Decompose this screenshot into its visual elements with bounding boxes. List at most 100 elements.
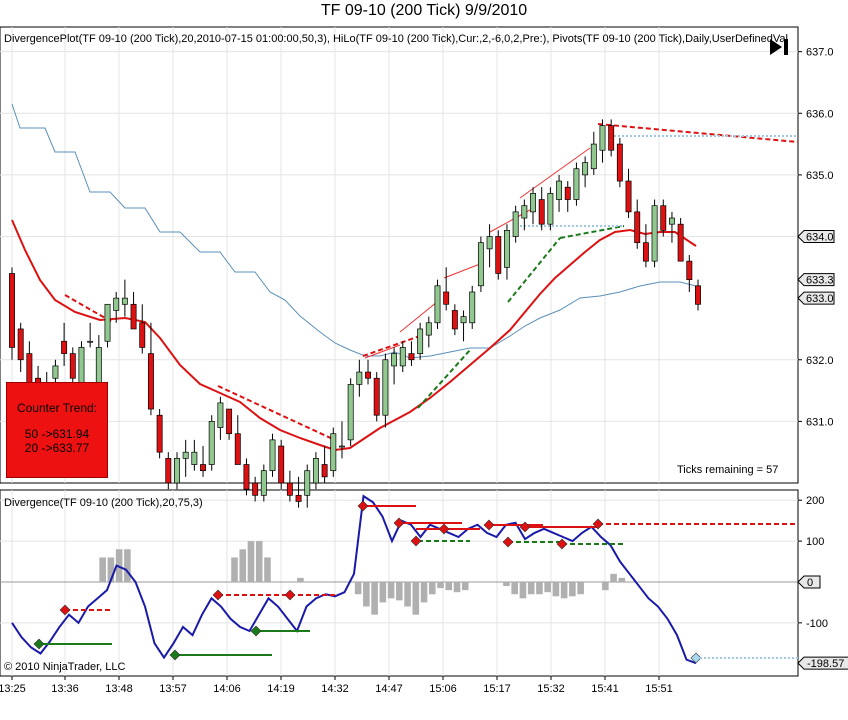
candle-body — [382, 359, 389, 416]
candle-body — [286, 482, 293, 496]
time-tick-label: 13:25 — [0, 683, 26, 695]
candle-body — [530, 193, 536, 213]
candle-body — [451, 310, 458, 330]
candle-body — [278, 445, 285, 484]
histogram-bar — [602, 581, 609, 591]
histogram-bar — [115, 549, 123, 582]
candle-body — [547, 193, 554, 225]
candle-body — [113, 297, 120, 311]
histogram-bar — [569, 581, 576, 597]
candle-body — [677, 223, 684, 262]
trend-line — [364, 344, 401, 359]
price-marker-label: 633.3 — [806, 275, 834, 287]
bearish-divergence-marker — [502, 536, 514, 548]
divergence-grid — [0, 499, 798, 624]
candle-body — [304, 470, 311, 496]
histogram-bar — [437, 581, 444, 589]
candle-body — [52, 365, 59, 379]
histogram-bar — [255, 541, 263, 582]
candle-body — [217, 402, 224, 428]
candle-body — [512, 211, 519, 237]
candle-body — [165, 458, 172, 484]
histogram-bar — [552, 581, 560, 597]
candle-body — [556, 180, 563, 200]
histogram-bar — [371, 581, 378, 615]
candle-body — [174, 458, 180, 484]
divergence-dashed-line — [507, 237, 561, 303]
candle-body — [365, 371, 371, 379]
time-tick-label: 15:41 — [591, 683, 619, 695]
candle-body — [408, 353, 415, 361]
chart-title: TF 09-10 (200 Tick) 9/9/2010 — [320, 2, 528, 19]
price-tick-label: 635.0 — [806, 170, 834, 182]
candle-body — [330, 433, 337, 472]
time-tick-label: 15:51 — [645, 683, 673, 695]
candle-body — [295, 494, 302, 502]
bearish-divergence-marker — [212, 589, 224, 601]
play-next-icon[interactable] — [768, 36, 792, 58]
counter-trend-line-20: 20 ->633.77 — [24, 441, 90, 455]
counter-trend-line-50: 50 ->631.94 — [24, 427, 90, 441]
div-marker-label: 0 — [807, 577, 813, 589]
current-value-marker — [690, 652, 702, 664]
histogram-bar — [231, 557, 238, 582]
candle-body — [434, 285, 441, 324]
div-tick-label: -100 — [806, 618, 828, 630]
divergence-dashed-line — [217, 385, 336, 441]
price-marker-label: 633.0 — [806, 293, 834, 305]
histogram-bar — [461, 581, 469, 591]
histogram-bar — [354, 581, 362, 595]
histogram-bar — [387, 581, 395, 599]
candle-body — [521, 205, 528, 219]
histogram-bar — [124, 549, 131, 582]
time-tick-label: 15:06 — [429, 683, 457, 695]
histogram-bar — [503, 581, 510, 587]
bearish-divergence-marker — [357, 500, 369, 512]
histogram-bar — [428, 581, 436, 595]
candle-body — [26, 353, 33, 385]
candle-body — [564, 186, 571, 200]
candle-body — [538, 199, 545, 225]
candle-body — [373, 377, 380, 416]
candle-body — [139, 322, 146, 348]
counter-trend-box: Counter Trend: 50 ->631.94 20 ->633.77 — [6, 382, 108, 478]
histogram-bar — [511, 581, 518, 595]
histogram-bar — [107, 557, 115, 582]
price-tick-label: 636.0 — [806, 108, 834, 120]
bearish-divergence-marker — [592, 518, 604, 530]
time-tick-label: 14:47 — [375, 683, 403, 695]
histogram-bar — [618, 577, 626, 582]
histogram-bar — [363, 581, 370, 607]
price-tick-label: 632.0 — [806, 355, 834, 367]
time-tick-label: 14:06 — [213, 683, 241, 695]
div-marker-box — [797, 575, 821, 589]
time-tick-label: 15:17 — [483, 683, 511, 695]
divergence-dashed-line — [362, 335, 421, 357]
candle-body — [87, 340, 94, 343]
histogram-bar — [404, 581, 411, 607]
time-tick-label: 15:32 — [537, 683, 565, 695]
bearish-divergence-marker — [556, 538, 568, 550]
candle-body — [321, 464, 328, 478]
bearish-divergence-marker — [519, 521, 531, 533]
bearish-divergence-marker — [393, 517, 405, 529]
time-tick-label: 14:32 — [321, 683, 349, 695]
price-marker-label: 634.0 — [806, 232, 834, 244]
candle-body — [191, 451, 198, 465]
candle-body — [147, 353, 154, 410]
candle-body — [269, 439, 276, 472]
candle-body — [69, 353, 76, 379]
div-tick-label: 200 — [806, 495, 824, 507]
div-marker-box — [797, 656, 848, 670]
candle-body — [504, 230, 510, 268]
divergence-indicator-label: Divergence(TF 09-10 (200 Tick),20,75,3) — [4, 497, 203, 509]
histogram-bar — [379, 581, 387, 603]
candle-body — [121, 297, 128, 305]
candle-body — [486, 236, 493, 250]
time-tick-label: 13:48 — [105, 683, 133, 695]
div-marker-label: -198.57 — [807, 658, 844, 670]
candle-body — [417, 328, 424, 354]
candle-body — [78, 347, 85, 385]
candle-body — [156, 414, 163, 453]
